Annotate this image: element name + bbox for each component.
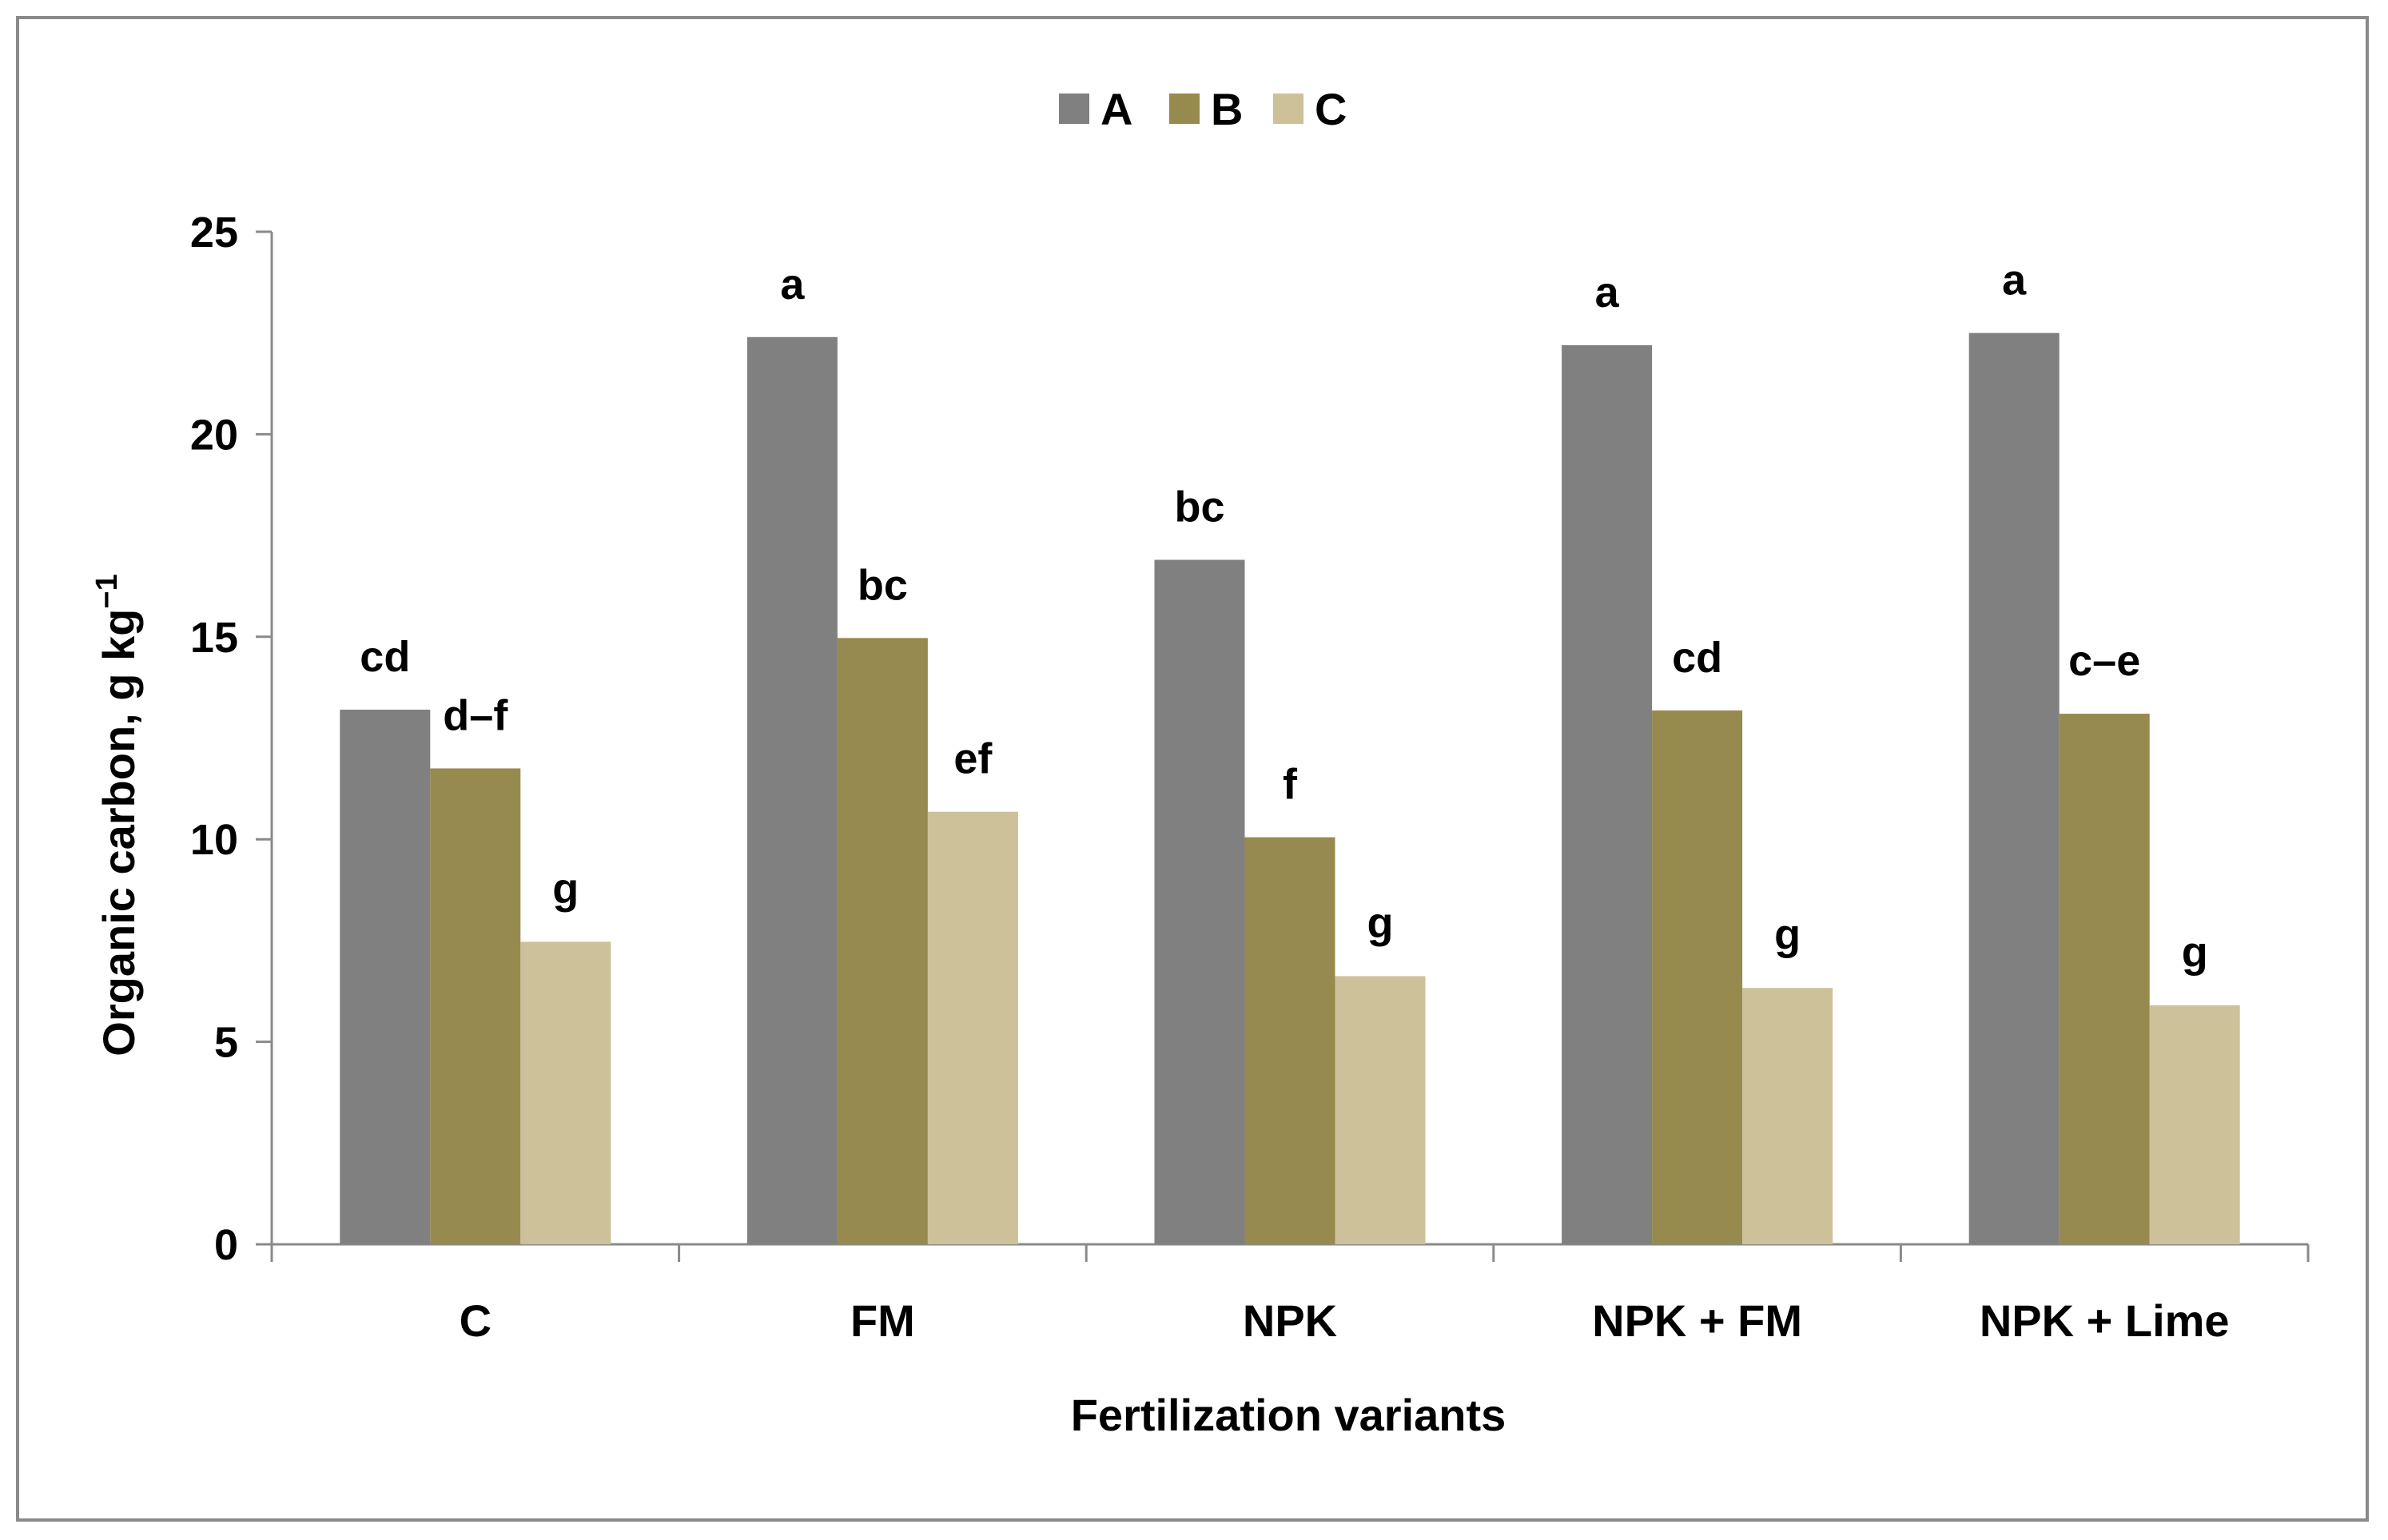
bar-b	[837, 638, 928, 1244]
y-axis: 0 5 10 15 20 25	[190, 209, 273, 1269]
bar-c	[2149, 1005, 2240, 1244]
significance-label: bc	[858, 561, 908, 609]
x-category-label: NPK + Lime	[1980, 1295, 2230, 1346]
bar-a	[1968, 332, 2060, 1245]
x-axis-title: Fertilization variants	[1071, 1390, 1506, 1440]
bar-b	[1652, 710, 1743, 1244]
significance-label: cd	[1672, 634, 1722, 682]
significance-label: a	[2002, 257, 2027, 304]
legend-swatch-c	[1273, 94, 1303, 124]
significance-label: g	[1774, 911, 1801, 959]
significance-label: ef	[953, 735, 993, 783]
legend-label-c: C	[1315, 84, 1347, 134]
legend-label-b: B	[1211, 84, 1243, 134]
bar-c	[1742, 988, 1833, 1244]
x-axis: C FM NPK NPK + FM NPK + Lime	[270, 1243, 2310, 1346]
legend-swatch-a	[1059, 94, 1089, 124]
significance-label: g	[2182, 929, 2208, 977]
y-tick-label: 25	[190, 209, 238, 257]
bar-c	[1335, 976, 1426, 1244]
bars	[340, 332, 2240, 1245]
bar-b	[2059, 714, 2150, 1244]
significance-label: a	[780, 261, 805, 308]
bar-c	[927, 811, 1018, 1244]
y-axis-title-text: Organic carbon, g kg	[94, 609, 144, 1057]
bar-b	[1244, 837, 1335, 1244]
bar-a	[1562, 344, 1653, 1244]
x-category-label: FM	[850, 1295, 915, 1346]
legend: A B C	[1059, 84, 1347, 134]
bar-a	[1154, 559, 1245, 1244]
bar-b	[430, 768, 521, 1244]
bar-a	[746, 336, 838, 1244]
y-tick-label: 10	[190, 816, 238, 864]
x-category-label: NPK	[1243, 1295, 1337, 1346]
y-tick-label: 20	[190, 411, 238, 459]
significance-label: f	[1283, 761, 1298, 809]
legend-label-a: A	[1100, 84, 1132, 134]
y-axis-title-superscript: −1	[90, 574, 124, 608]
legend-swatch-b	[1169, 94, 1200, 124]
bar-a	[340, 710, 431, 1244]
y-axis-title: Organic carbon, g kg−1	[90, 574, 144, 1056]
y-tick-label: 0	[214, 1221, 238, 1269]
significance-label: a	[1595, 269, 1620, 316]
y-tick-label: 15	[190, 614, 238, 662]
x-category-label: C	[460, 1295, 492, 1346]
significance-label: bc	[1174, 483, 1224, 531]
x-category-label: NPK + FM	[1592, 1295, 1802, 1346]
significance-labels: cd d–f g a bc ef bc f g a cd g a c–e g	[360, 257, 2207, 977]
y-tick-label: 5	[214, 1019, 238, 1067]
bar-c	[520, 941, 611, 1244]
significance-label: g	[1367, 899, 1394, 947]
significance-label: d–f	[443, 692, 508, 740]
significance-label: cd	[360, 633, 410, 681]
significance-label: c–e	[2068, 637, 2140, 685]
significance-label: g	[552, 865, 579, 913]
